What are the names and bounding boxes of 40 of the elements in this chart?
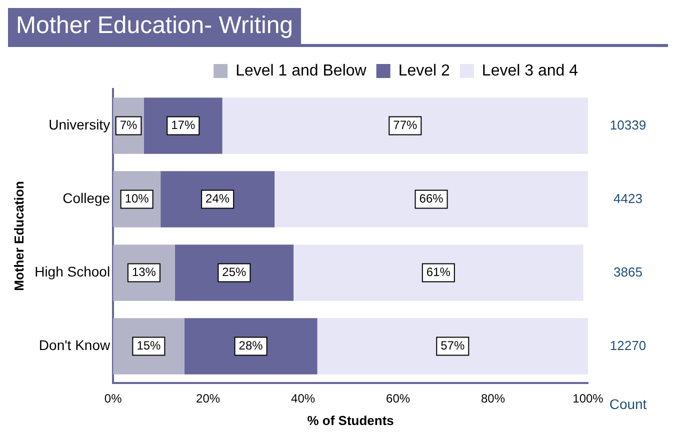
- data-label: 15%: [136, 338, 162, 353]
- text: Count: [609, 396, 647, 412]
- data-label: 61%: [426, 265, 451, 280]
- text: 12270: [610, 338, 646, 353]
- y-tick-label: University: [48, 116, 110, 133]
- legend-label: Level 1 and Below: [236, 62, 367, 80]
- x-tick-label: 40%: [291, 392, 316, 406]
- y-tick-label: High School: [34, 264, 110, 280]
- bar: [160, 171, 275, 228]
- data-label: 24%: [206, 192, 230, 206]
- text: 4423: [614, 190, 642, 206]
- bar: [222, 98, 588, 154]
- bar: [174, 244, 294, 301]
- data-label: 13%: [132, 265, 156, 280]
- bar: [184, 318, 318, 374]
- data-label: 57%: [440, 338, 465, 353]
- data-label: 17%: [171, 118, 196, 132]
- bar: [274, 171, 588, 228]
- bar: [317, 318, 588, 374]
- text: 3865: [614, 264, 642, 280]
- data-label: 77%: [393, 118, 418, 132]
- x-tick-label: 0%: [104, 392, 122, 406]
- chart-title: Mother Education- Writing: [8, 8, 302, 44]
- data-label: 10%: [124, 192, 150, 206]
- bar: [294, 244, 584, 301]
- data-label: 28%: [238, 338, 264, 353]
- y-tick-label: College: [62, 190, 110, 206]
- y-axis-title: Mother Education: [11, 181, 26, 291]
- data-label: 25%: [222, 265, 247, 280]
- x-tick-label: 100%: [572, 392, 604, 406]
- data-label: 7%: [120, 118, 138, 132]
- x-axis-title: % of Students: [307, 412, 394, 428]
- x-tick-label: 60%: [386, 392, 410, 406]
- x-tick-label: 20%: [196, 392, 220, 406]
- x-tick-label: 80%: [481, 392, 506, 406]
- legend-label: Level 2: [398, 62, 450, 80]
- text: 10339: [610, 117, 646, 132]
- data-label: 66%: [419, 192, 444, 206]
- legend-label: Level 3 and 4: [482, 62, 578, 80]
- y-tick-label: Don't Know: [38, 337, 111, 354]
